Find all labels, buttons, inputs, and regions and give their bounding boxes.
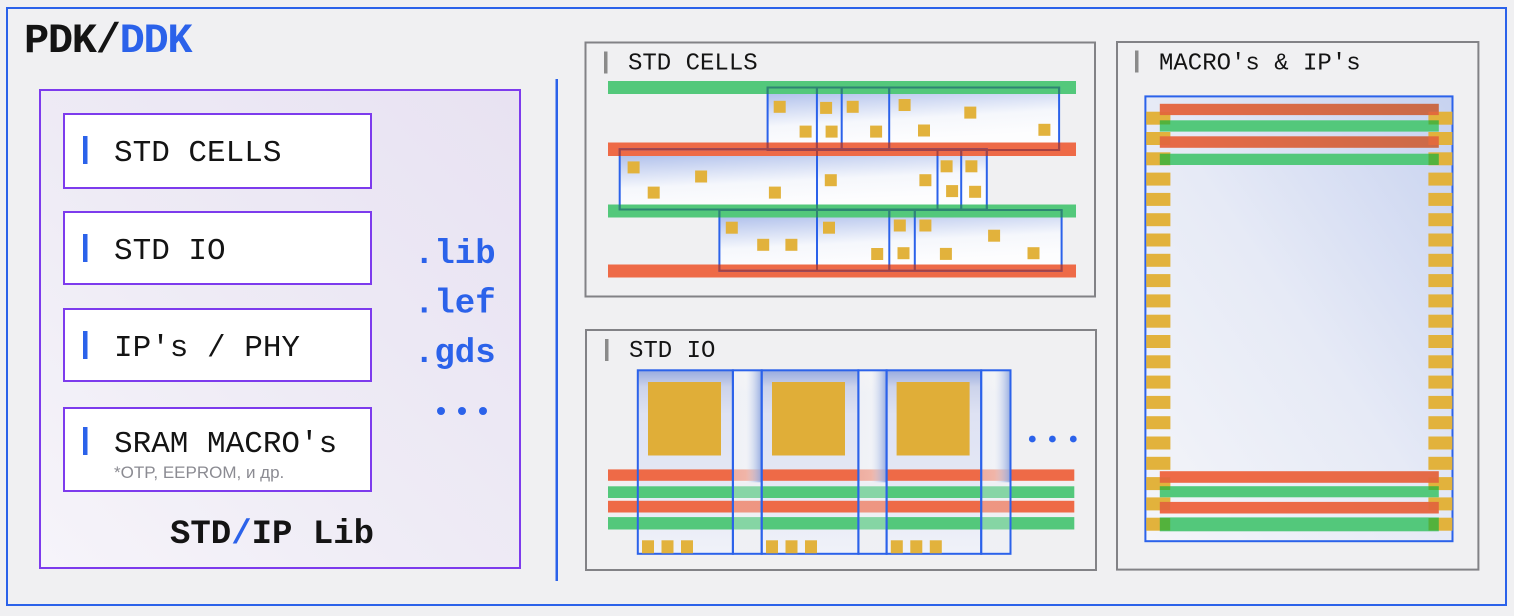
svg-text:STD IO: STD IO [114,234,226,269]
svg-text:*OTP, EEPROM, и др.: *OTP, EEPROM, и др. [114,463,284,482]
svg-text:.lib: .lib [414,236,496,274]
svg-text:MACRO's & IP's: MACRO's & IP's [1159,51,1361,78]
svg-text:.gds: .gds [414,335,496,373]
svg-text:IP's / PHY: IP's / PHY [114,331,300,366]
svg-text:SRAM MACRO's: SRAM MACRO's [114,427,337,462]
svg-text:STD CELLS: STD CELLS [114,136,281,171]
svg-text:STD CELLS: STD CELLS [628,51,758,78]
svg-text:.lef: .lef [414,286,496,324]
svg-text:STD/IP Lib: STD/IP Lib [170,516,374,554]
svg-text:PDK/DDK: PDK/DDK [24,17,193,65]
svg-text:STD IO: STD IO [629,338,715,365]
